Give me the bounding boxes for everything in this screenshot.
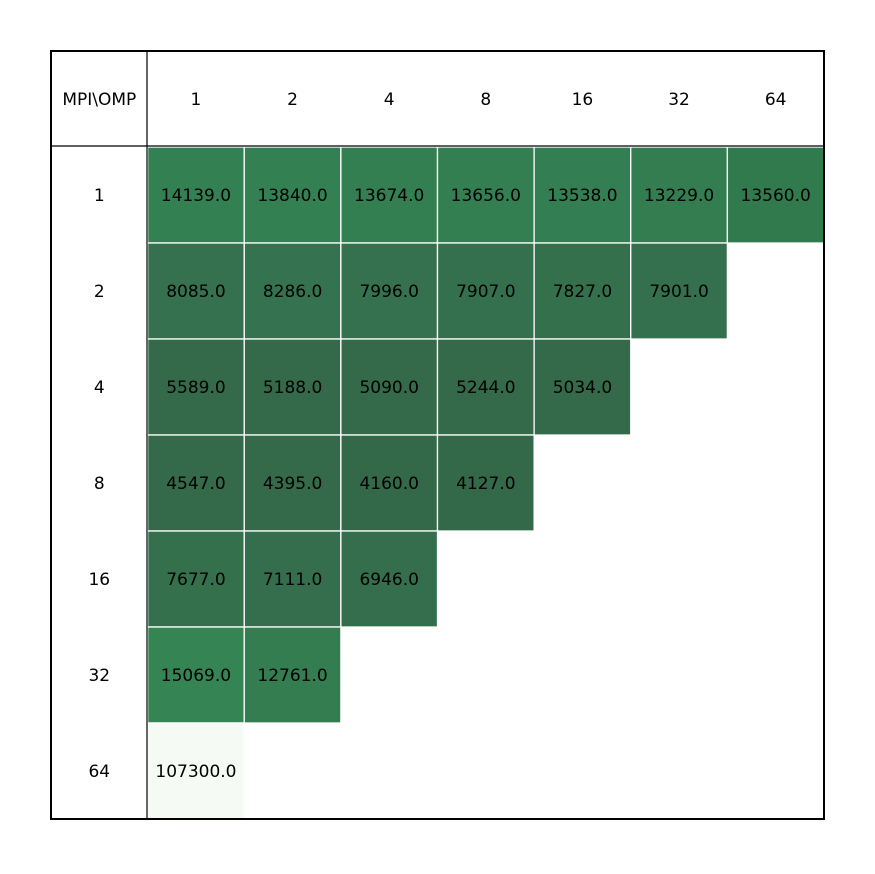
heat-cell	[533, 146, 632, 244]
cell-value: 13560.0	[741, 186, 811, 206]
heat-cell	[243, 626, 342, 724]
column-header: 8	[480, 90, 491, 110]
row-header: 64	[88, 762, 110, 782]
column-header: 4	[384, 90, 395, 110]
heat-cell	[146, 722, 245, 820]
heat-cell	[726, 146, 825, 244]
column-header: 1	[191, 90, 202, 110]
column-header: 64	[765, 90, 787, 110]
heat-cell	[146, 434, 245, 532]
cell-value: 8085.0	[166, 282, 225, 302]
heat-cell	[340, 242, 439, 340]
heat-cell	[340, 530, 439, 628]
cell-value: 5090.0	[359, 378, 418, 398]
cell-value: 7827.0	[553, 282, 612, 302]
cell-value: 5188.0	[263, 378, 322, 398]
cell-value: 5244.0	[456, 378, 515, 398]
heat-cell	[243, 434, 342, 532]
heat-cell	[533, 338, 632, 436]
heat-cell	[436, 146, 535, 244]
column-header: 2	[287, 90, 298, 110]
cell-value: 13674.0	[354, 186, 424, 206]
heat-cell	[533, 242, 632, 340]
cell-value: 15069.0	[161, 666, 231, 686]
cell-value: 7901.0	[649, 282, 708, 302]
row-header: 32	[88, 666, 110, 686]
cell-value: 5034.0	[553, 378, 612, 398]
cells	[146, 146, 825, 820]
column-header: 16	[572, 90, 594, 110]
cell-value: 12761.0	[257, 666, 327, 686]
column-header: 32	[668, 90, 690, 110]
row-header: 1	[94, 186, 105, 206]
cell-value: 4395.0	[263, 474, 322, 494]
row-header: 16	[88, 570, 110, 590]
cell-value: 7996.0	[359, 282, 418, 302]
cell-value: 13656.0	[451, 186, 521, 206]
row-header: 8	[94, 474, 105, 494]
column-header: MPI\OMP	[62, 90, 136, 110]
heat-cell	[340, 338, 439, 436]
cell-value: 107300.0	[155, 762, 236, 782]
cell-value: 13538.0	[547, 186, 617, 206]
cell-value: 7111.0	[263, 570, 322, 590]
heat-cell	[243, 146, 342, 244]
row-header: 2	[94, 282, 105, 302]
cell-value: 8286.0	[263, 282, 322, 302]
cell-value: 5589.0	[166, 378, 225, 398]
table-border	[50, 50, 825, 820]
heat-cell	[436, 338, 535, 436]
cell-value: 13229.0	[644, 186, 714, 206]
heat-cell	[146, 530, 245, 628]
cell-value: 4160.0	[359, 474, 418, 494]
heat-cell	[630, 146, 729, 244]
heat-cell	[340, 146, 439, 244]
heat-cell	[146, 338, 245, 436]
heat-cell	[146, 146, 245, 244]
heat-cell	[436, 434, 535, 532]
heat-cell	[146, 242, 245, 340]
cell-value: 4127.0	[456, 474, 515, 494]
cell-value: 6946.0	[359, 570, 418, 590]
heat-cell	[340, 434, 439, 532]
cell-value: 4547.0	[166, 474, 225, 494]
row-header: 4	[94, 378, 105, 398]
cell-value: 7677.0	[166, 570, 225, 590]
heat-cell	[630, 242, 729, 340]
cell-value: 7907.0	[456, 282, 515, 302]
cell-value: 13840.0	[257, 186, 327, 206]
cell-value: 14139.0	[161, 186, 231, 206]
